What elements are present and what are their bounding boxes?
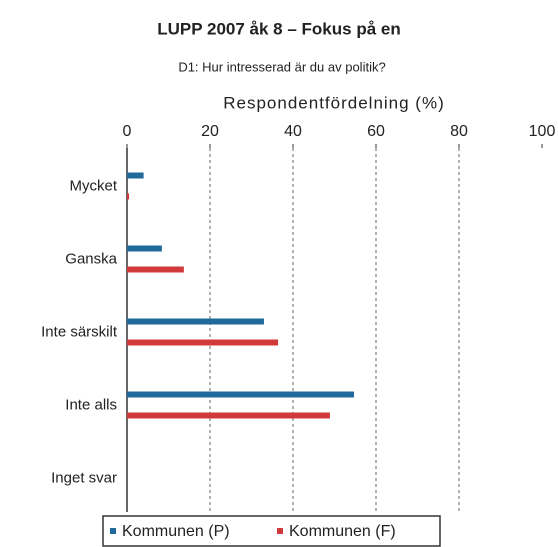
x-tick-label: 60 bbox=[367, 123, 385, 140]
bar bbox=[127, 318, 264, 325]
bar bbox=[127, 412, 330, 419]
legend-label: Kommunen (P) bbox=[122, 523, 230, 540]
x-axis-label: Respondentfördelning (%) bbox=[223, 93, 445, 112]
bar bbox=[127, 391, 355, 398]
x-tick-label: 40 bbox=[284, 123, 302, 140]
x-tick-label: 0 bbox=[123, 123, 132, 140]
y-tick-label: Inget svar bbox=[51, 469, 117, 486]
y-tick-label: Inte alls bbox=[65, 396, 117, 413]
bar bbox=[127, 266, 184, 273]
y-tick-label: Inte särskilt bbox=[41, 323, 118, 340]
x-tick-label: 80 bbox=[450, 123, 468, 140]
legend-box bbox=[102, 515, 441, 547]
x-tick-label: 100 bbox=[529, 123, 556, 140]
bar bbox=[127, 193, 130, 200]
legend-label: Kommunen (F) bbox=[289, 523, 396, 540]
chart-subtitle: D1: Hur intresserad är du av politik? bbox=[178, 59, 385, 74]
bar bbox=[127, 172, 144, 179]
y-tick-label: Ganska bbox=[65, 250, 117, 267]
bar bbox=[127, 339, 279, 346]
legend-swatch bbox=[277, 528, 283, 534]
y-tick-label: Mycket bbox=[69, 177, 117, 194]
x-tick-label: 20 bbox=[201, 123, 219, 140]
chart-title: LUPP 2007 åk 8 – Fokus på en bbox=[157, 19, 400, 38]
bar bbox=[127, 245, 162, 252]
legend-swatch bbox=[110, 528, 116, 534]
